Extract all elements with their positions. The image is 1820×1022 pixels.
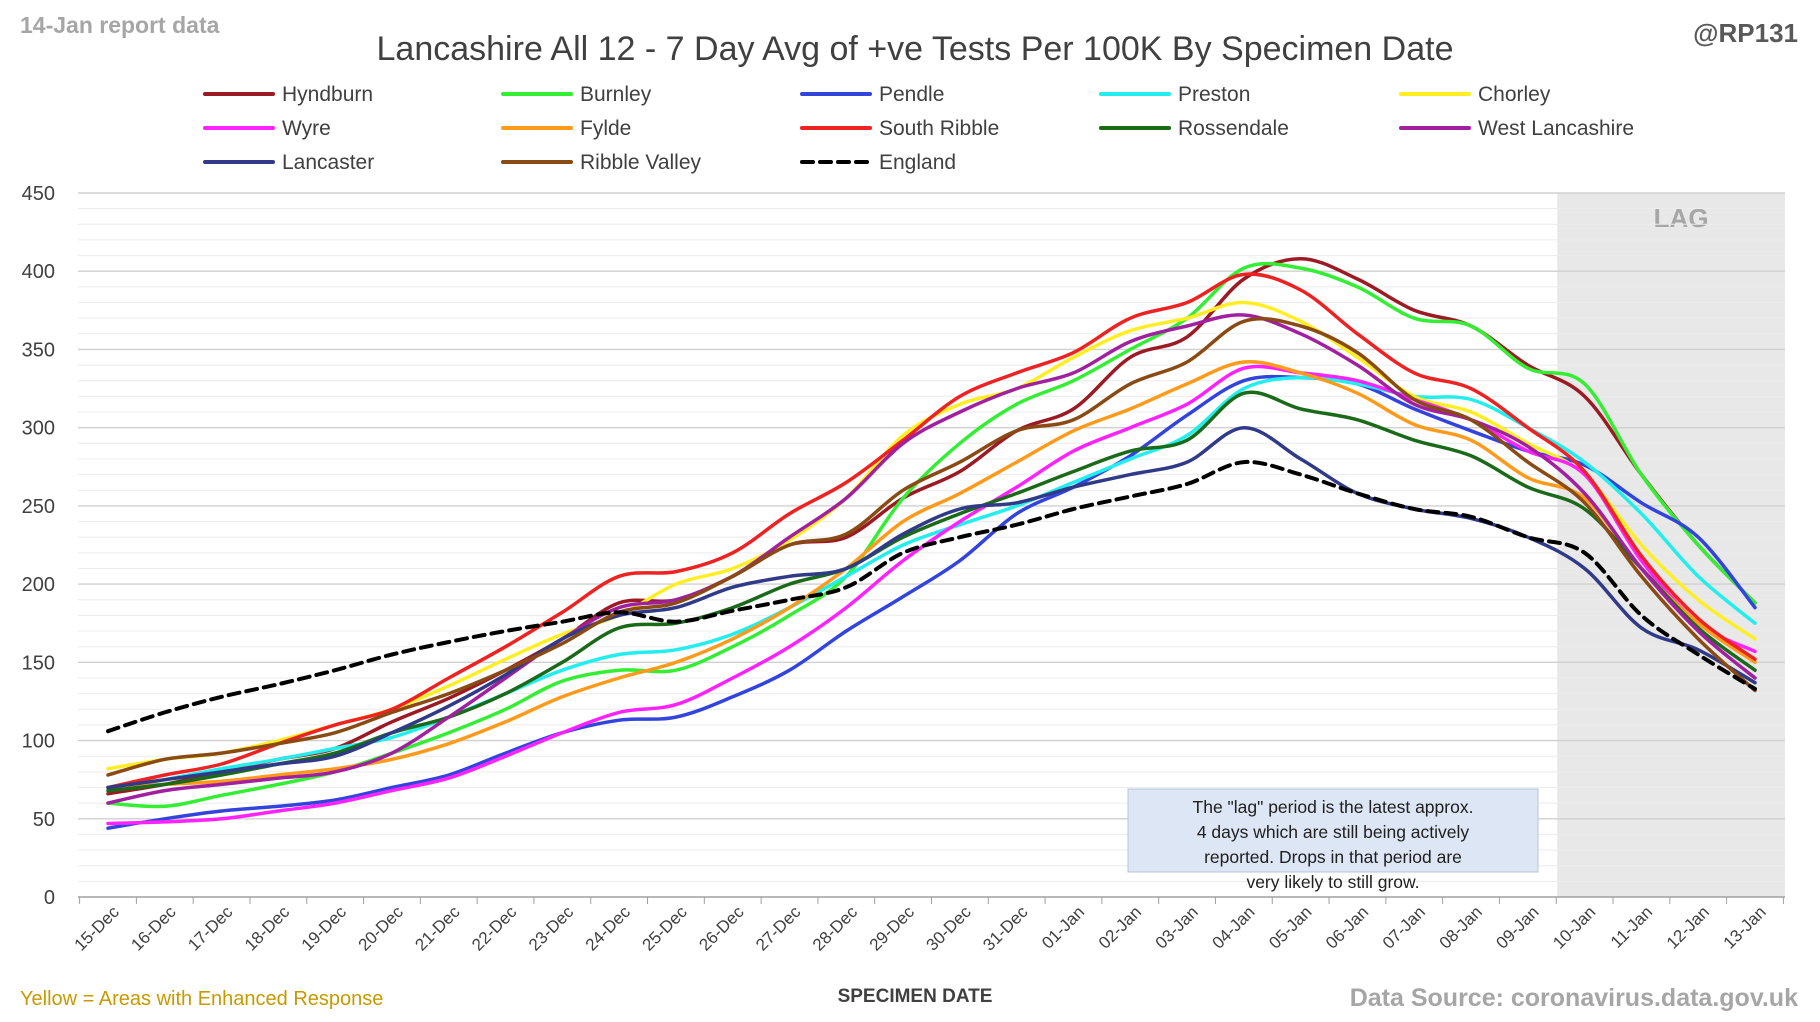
y-tick-label: 450	[22, 183, 55, 205]
legend-label-pendle: Pendle	[879, 83, 944, 106]
y-tick-label: 50	[33, 809, 55, 831]
legend-label-preston: Preston	[1178, 83, 1250, 106]
legend: Hyndburn Burnley Pendle Preston Chorley Wyre F…	[203, 83, 1634, 174]
y-tick-label: 200	[22, 574, 55, 596]
legend-label-burnley: Burnley	[580, 83, 652, 106]
series-lines	[106, 256, 1757, 830]
legend-label-west-lancashire: West Lancashire	[1478, 117, 1634, 140]
chart-title: Lancashire All 12 - 7 Day Avg of +ve Tes…	[377, 30, 1454, 68]
series-line-pendle	[106, 374, 1757, 830]
series-line-fylde	[106, 359, 1757, 790]
x-axis-label: SPECIMEN DATE	[838, 986, 993, 1007]
y-tick-label: 0	[44, 887, 55, 909]
series-line-south-ribble	[106, 272, 1757, 790]
series-line-hyndburn	[106, 256, 1757, 796]
y-tick-label: 250	[22, 496, 55, 518]
y-tick-label: 100	[22, 731, 55, 753]
series-line-ribble-valley	[106, 317, 1757, 777]
series-line-west-lancashire	[106, 313, 1757, 805]
annotation-text: The "lag" period is the latest approx. 4 …	[1193, 797, 1474, 892]
legend-label-rossendale: Rossendale	[1178, 117, 1289, 140]
legend-label-england: England	[879, 151, 956, 174]
legend-label-lancaster: Lancaster	[282, 151, 374, 174]
series-line-england	[106, 459, 1757, 734]
y-axis: 0 50 100 150 200 250 300 350 400 450	[22, 183, 55, 909]
legend-label-fylde: Fylde	[580, 117, 631, 140]
legend-label-south-ribble: South Ribble	[879, 117, 999, 140]
y-tick-label: 400	[22, 261, 55, 283]
report-date-tag: 14-Jan report data	[20, 12, 220, 38]
y-tick-label: 350	[22, 339, 55, 361]
annotation-box	[1127, 788, 1539, 873]
y-tick-label: 300	[22, 418, 55, 440]
legend-label-wyre: Wyre	[282, 117, 331, 140]
legend-label-ribble-valley: Ribble Valley	[580, 151, 702, 174]
enhanced-response-note: Yellow = Areas with Enhanced Response	[20, 988, 384, 1010]
lag-annotation: The "lag" period is the latest approx. 4 …	[1127, 788, 1539, 892]
author-handle: @RP131	[1693, 18, 1798, 48]
legend-label-chorley: Chorley	[1478, 83, 1551, 106]
y-tick-label: 150	[22, 652, 55, 674]
lag-label: LAG	[1654, 203, 1709, 233]
series-line-wyre	[106, 364, 1757, 826]
data-source: Data Source: coronavirus.data.gov.uk	[1349, 984, 1798, 1012]
legend-label-hyndburn: Hyndburn	[282, 83, 373, 106]
